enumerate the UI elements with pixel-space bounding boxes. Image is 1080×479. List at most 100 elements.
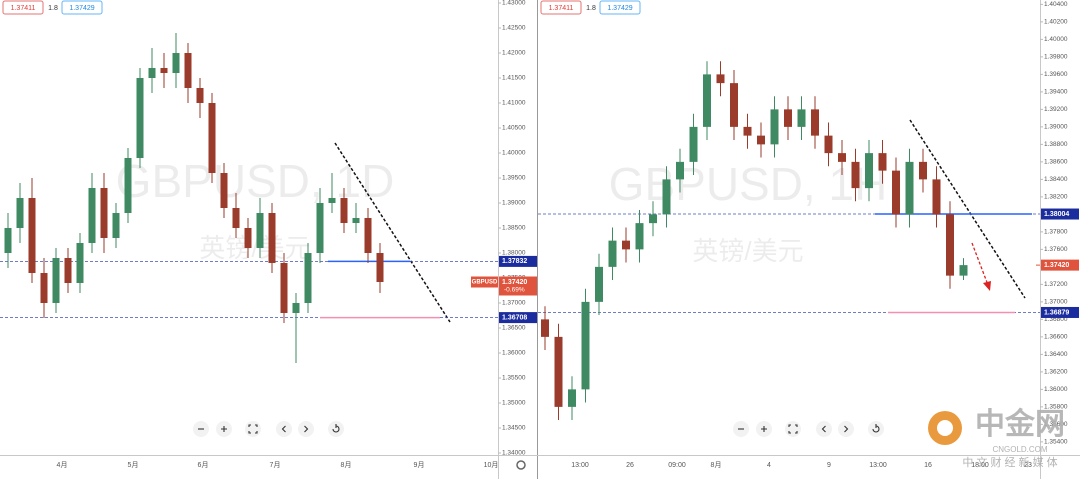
logo-name: 中金网 [975, 407, 1065, 441]
settings-icon[interactable] [516, 460, 526, 470]
toolbar-button[interactable] [193, 421, 209, 437]
button-bg[interactable] [868, 421, 884, 437]
x-tick-label: 4 [767, 462, 771, 469]
y-tick-label: 1.38200 [1044, 194, 1068, 201]
y-tick-label: 1.40000 [1044, 36, 1068, 43]
candle-body [905, 161, 914, 215]
toolbar-button[interactable] [785, 421, 801, 437]
button-bg[interactable] [838, 421, 854, 437]
y-tick-label: 1.35800 [1044, 404, 1068, 411]
candle-body [946, 214, 954, 276]
y-tick-label: 1.40200 [1044, 19, 1068, 26]
button-bg[interactable] [785, 421, 801, 437]
toolbar-button[interactable] [838, 421, 854, 437]
candle-body [757, 135, 765, 145]
button-bg[interactable] [276, 421, 292, 437]
candle-body [88, 188, 96, 243]
candle-body [148, 68, 156, 78]
price-change: -0.69% [504, 287, 525, 294]
candle-body [232, 208, 240, 228]
toolbar-button[interactable] [756, 421, 772, 437]
toolbar-button[interactable] [245, 421, 261, 437]
toolbar-button[interactable] [868, 421, 884, 437]
x-tick-label: 13:00 [571, 462, 589, 469]
y-tick-label: 1.35600 [1044, 421, 1068, 428]
candle-body [892, 170, 900, 215]
candle-body [932, 179, 941, 215]
candle-body [340, 198, 348, 223]
x-tick-label: 7月 [270, 461, 281, 469]
y-tick-label: 1.41500 [502, 75, 526, 82]
button-icon [761, 426, 767, 432]
bid-box[interactable] [2, 0, 44, 15]
arrow-head [983, 281, 991, 291]
y-tick-label: 1.36800 [1044, 316, 1068, 323]
candle-body [851, 161, 860, 189]
toolbar-button[interactable] [216, 421, 232, 437]
candle-body [268, 213, 276, 263]
candle-body [797, 109, 806, 127]
toolbar-button[interactable] [328, 421, 344, 437]
x-tick-label: 16 [924, 462, 932, 469]
watermark-sub: 英镑/美元 [692, 236, 803, 266]
y-tick-label: 1.40400 [1044, 1, 1068, 8]
candle-body [376, 253, 384, 282]
x-tick-label: 8月 [341, 461, 352, 469]
x-tick-label: 9 [827, 462, 831, 469]
candle-body [554, 336, 563, 407]
x-tick-label: 23 [1024, 462, 1032, 469]
candle-body [16, 198, 24, 228]
price-label: 1.37420 [1044, 262, 1069, 269]
x-tick-label: 6月 [198, 461, 209, 469]
price-badge [499, 276, 537, 296]
trend-line [909, 119, 1026, 299]
y-tick-label: 1.35500 [502, 375, 526, 382]
level-label: 1.37832 [502, 258, 527, 265]
toolbar-button[interactable] [276, 421, 292, 437]
logo: 中金网 CNGOLD.COM 中 文 财 经 新 媒 体 [928, 407, 1065, 469]
y-tick-label: 1.38600 [1044, 159, 1068, 166]
candle-body [622, 240, 630, 250]
bid: 1.37411 [11, 5, 36, 12]
gear[interactable] [516, 460, 526, 470]
y-tick-label: 1.43000 [502, 0, 526, 7]
button-icon [221, 426, 227, 432]
bid: 1.37411 [549, 5, 574, 12]
candle-body [541, 319, 549, 337]
button-bg[interactable] [328, 421, 344, 437]
y-tick-label: 1.36000 [1044, 386, 1068, 393]
bid-box[interactable] [540, 0, 582, 15]
button-icon [844, 425, 849, 433]
candle-body [689, 126, 698, 162]
candle-body [172, 53, 180, 73]
button-bg[interactable] [245, 421, 261, 437]
ask-box[interactable] [599, 0, 641, 15]
toolbar-button[interactable] [816, 421, 832, 437]
charts: GBPUSD, 1D 英镑/美元 1.34000 1.34500 1.35000 1.35… [0, 0, 1079, 469]
y-tick-label: 1.42500 [502, 25, 526, 32]
price-label: 1.37420 [502, 279, 527, 286]
candle-body [662, 179, 671, 215]
ask-box[interactable] [61, 0, 103, 15]
candle-body [328, 198, 336, 203]
y-tick-label: 1.36500 [502, 325, 526, 332]
candle-body [76, 243, 84, 283]
y-tick-label: 1.39000 [502, 200, 526, 207]
candle-body [838, 153, 846, 162]
button-bg[interactable] [816, 421, 832, 437]
y-tick-label: 1.38500 [502, 225, 526, 232]
x-tick-label: 4月 [57, 461, 68, 469]
logo-slogan: 中 文 财 经 新 媒 体 [962, 455, 1057, 469]
y-tick-label: 1.37000 [502, 300, 526, 307]
y-tick-label: 1.41000 [502, 100, 526, 107]
candle-body [124, 158, 132, 213]
toolbar-button[interactable] [733, 421, 749, 437]
button-bg[interactable] [298, 421, 314, 437]
toolbar-button[interactable] [298, 421, 314, 437]
x-tick-label: 13:00 [869, 462, 887, 469]
button-icon [332, 424, 340, 433]
x-tick-label: 9月 [414, 461, 425, 469]
y-tick-label: 1.38800 [1044, 141, 1068, 148]
candle-body [28, 198, 36, 273]
